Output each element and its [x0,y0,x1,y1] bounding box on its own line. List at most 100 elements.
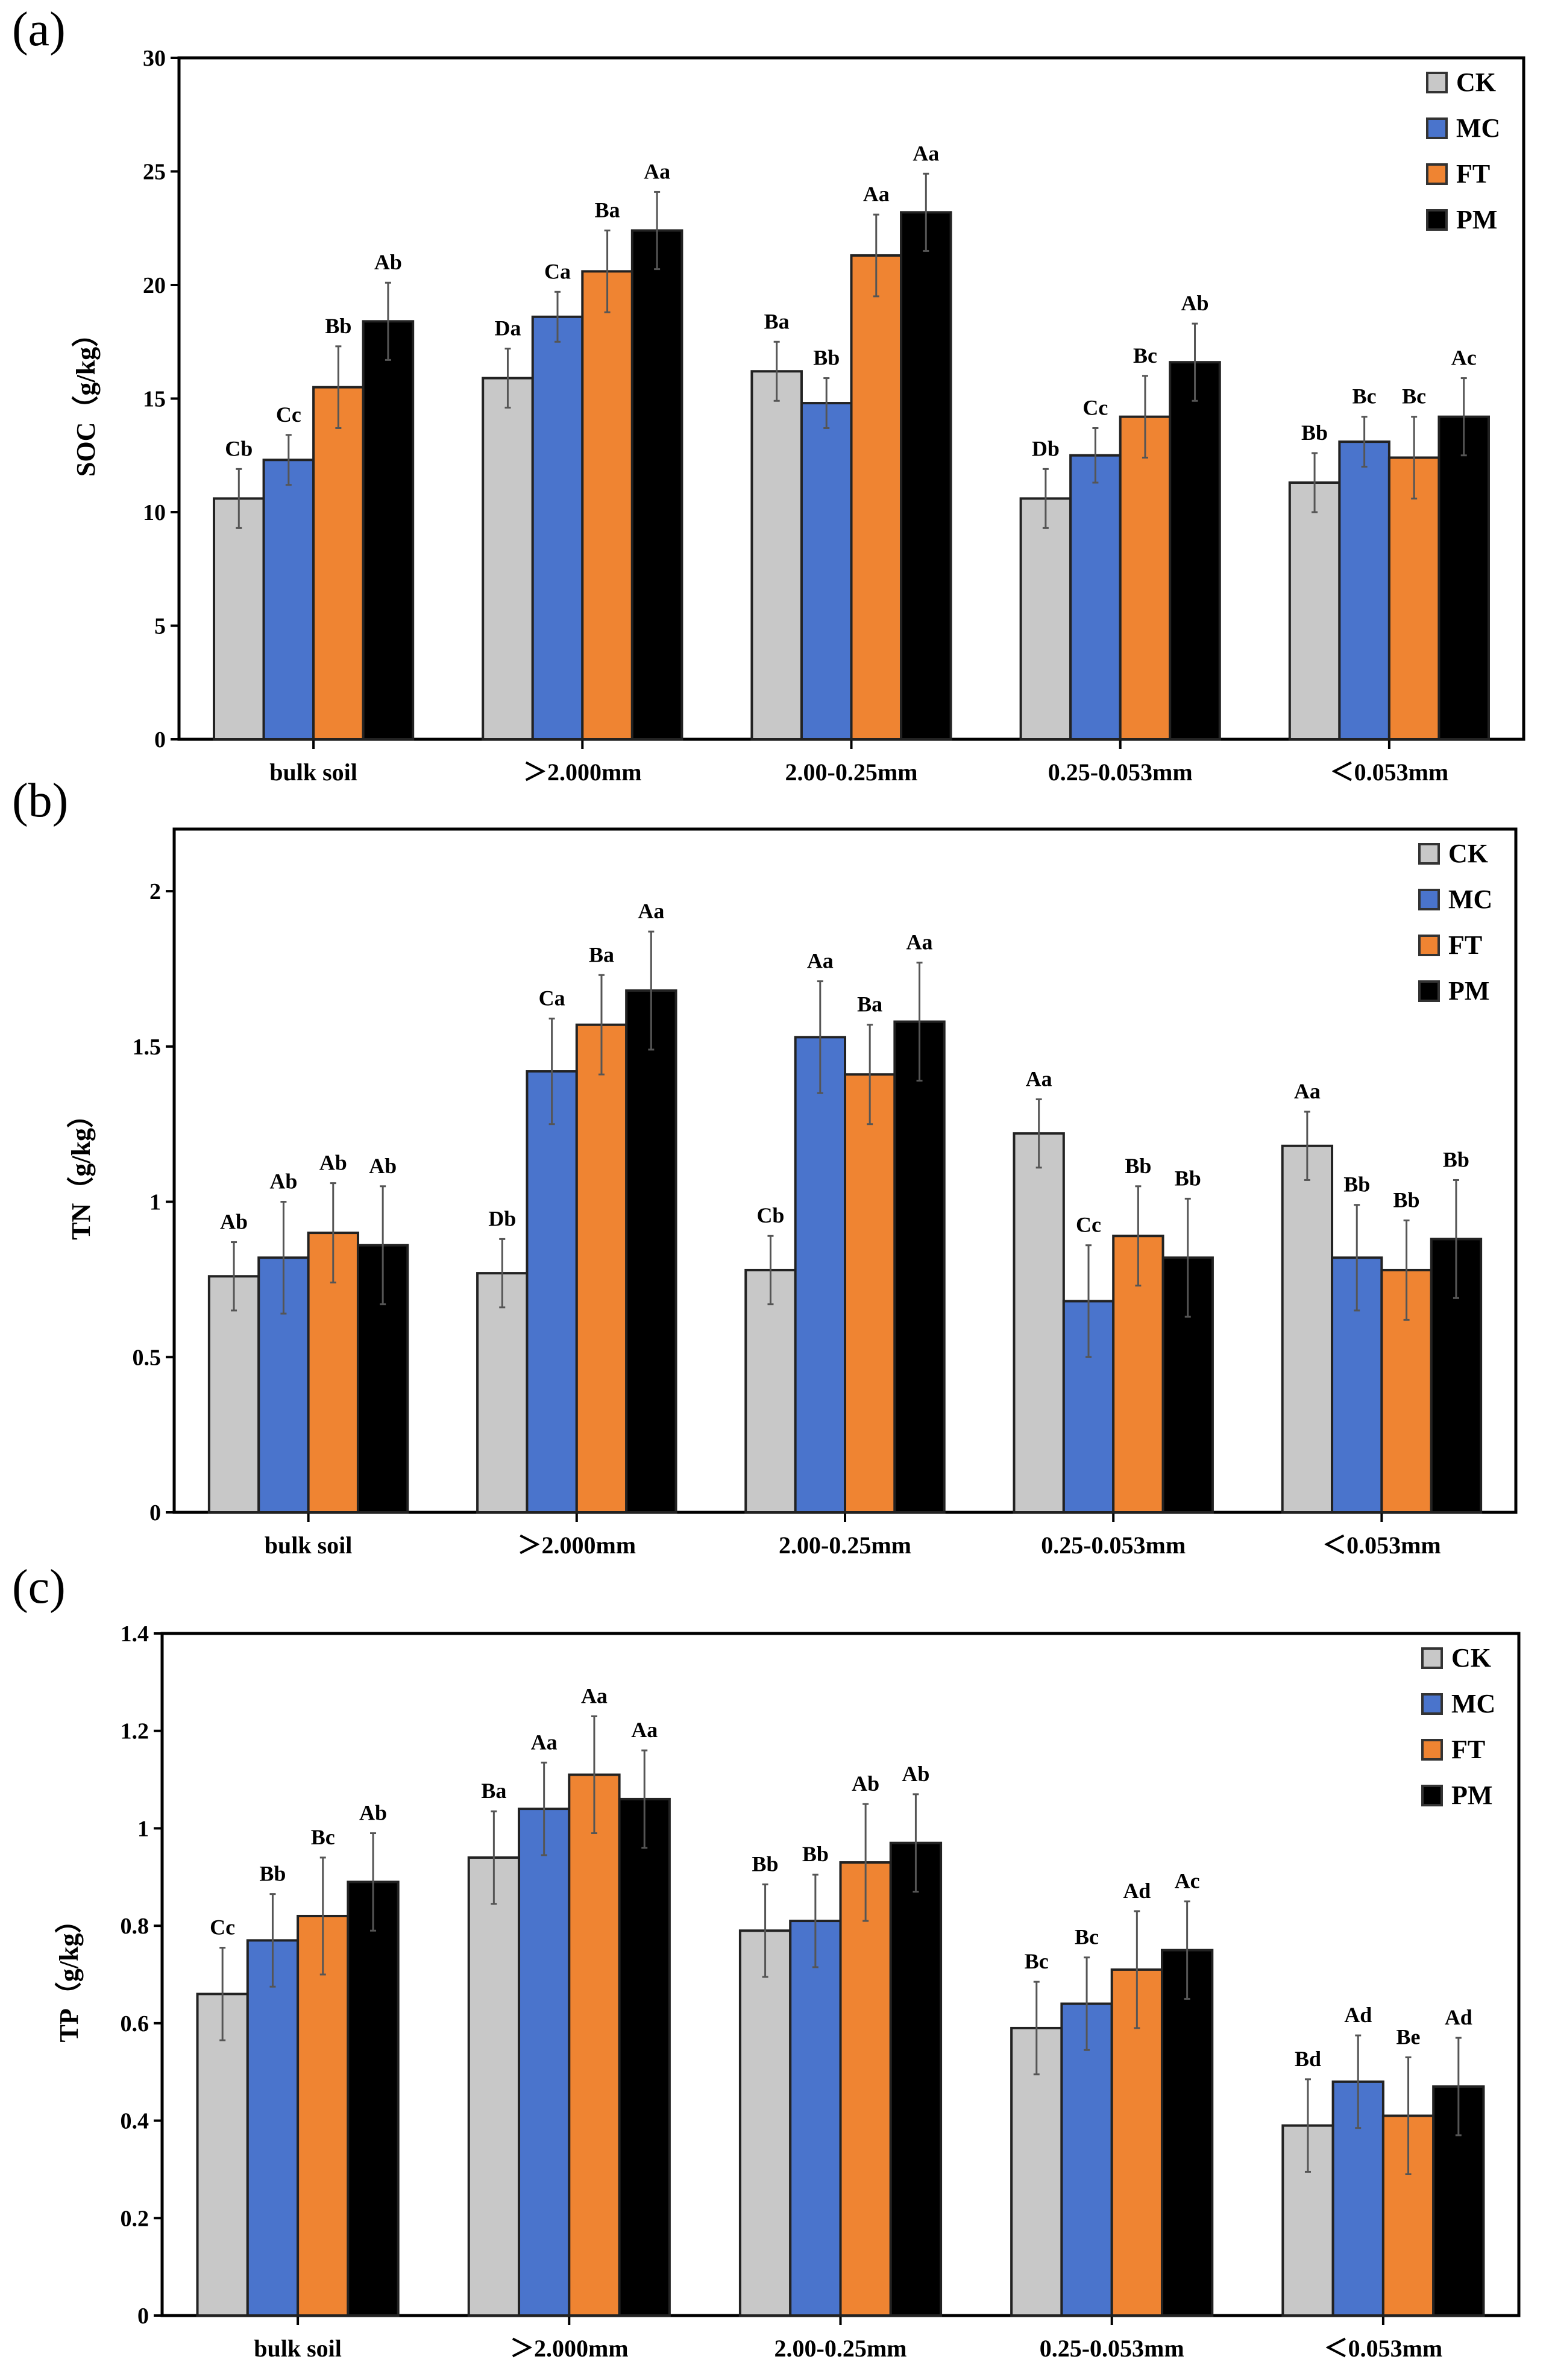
bar-mc [1338,440,1390,741]
significance-label: Aa [906,930,933,954]
significance-label: Aa [1294,1079,1321,1103]
significance-label: Bb [1175,1166,1201,1190]
bar-ft [844,1073,896,1514]
legend-swatch-mc [1421,1693,1443,1715]
significance-label: Cc [1082,396,1108,420]
x-tick-label: 2.00-0.25mm [779,1532,911,1559]
y-tick-label: 0.6 [121,2011,149,2037]
bar-ck [196,1993,249,2317]
bar-ft [1119,415,1172,741]
y-tick-label: 15 [143,387,166,412]
significance-label: Aa [631,1718,658,1742]
x-tick-label: ＞2.000mm [517,1532,636,1559]
significance-label: Bc [311,1825,335,1849]
x-tick-label: ＜0.053mm [1330,759,1449,786]
significance-label: Bb [1301,421,1328,445]
legend-label: MC [1456,113,1500,143]
significance-label: Bd [1295,2047,1321,2071]
legend-label: FT [1448,930,1482,960]
bar-ft [568,1773,621,2317]
y-axis-label: TP（g/kg） [54,1907,84,2043]
bar-pm [618,1797,671,2317]
bar-pm [893,1020,946,1514]
bar-ft [1387,456,1440,741]
y-tick-label: 1 [137,1816,149,1841]
significance-label: Bb [813,346,840,370]
bar-ft [839,1861,892,2317]
legend-swatch-mc [1426,117,1448,139]
bar-ck [1281,1144,1334,1514]
significance-label: Ad [1445,2005,1472,2029]
x-tick-label: 0.25-0.053mm [1048,759,1193,786]
bar-ck [467,1856,521,2317]
significance-label: Aa [531,1730,558,1754]
x-tick-label: 2.00-0.25mm [774,2335,907,2362]
chart-panel-b: (b) 0 0.5 1 1.5 2 TN（g/kg） bulk soil Ab Ab Ab Ab ＞2.… [12,774,1518,1559]
significance-label: Ab [359,1801,387,1825]
y-tick-label: 25 [143,160,166,185]
y-tick-label: 2 [149,879,161,904]
legend-swatch-pm [1421,1785,1443,1806]
significance-label: Bc [1025,1949,1049,1973]
y-tick-label: 1 [149,1190,161,1215]
bar-pm [1169,361,1221,741]
significance-label: Ba [764,309,790,333]
y-axis-label: TN（g/kg） [66,1101,96,1240]
y-axis-label: SOC（g/kg） [71,321,101,477]
significance-label: Ab [369,1154,397,1178]
bar-pm [625,989,677,1514]
significance-label: Bb [325,314,351,338]
y-tick-label: 5 [154,614,166,639]
significance-label: Ad [1344,2003,1372,2027]
x-tick-label: ＞2.000mm [510,2335,629,2362]
significance-label: Ab [374,250,402,274]
significance-label: Cc [210,1915,235,1940]
bar-mc [531,315,584,741]
bar-mc [518,1808,571,2317]
significance-label: Cb [756,1203,784,1227]
bar-mc [1060,2002,1113,2317]
y-tick-label: 20 [143,273,166,298]
bar-ft [581,270,633,741]
significance-label: Ba [595,198,620,222]
legend-label: PM [1456,205,1497,234]
bar-pm [900,211,952,741]
significance-label: Ab [852,1771,879,1796]
legend-swatch-ck [1426,72,1448,93]
x-tick-label: ＜0.053mm [1324,2335,1443,2362]
significance-label: Ca [544,259,571,283]
significance-label: Aa [807,949,834,973]
y-tick-label: 0.5 [133,1345,162,1370]
bar-pm [1437,415,1490,741]
legend-label: PM [1451,1780,1492,1810]
significance-label: Ab [319,1151,347,1175]
significance-label: Aa [913,141,939,165]
legend-label: CK [1456,67,1496,97]
y-tick-label: 0.8 [121,1914,149,1939]
bar-pm [362,320,415,741]
legend-label: PM [1448,976,1489,1006]
bar-pm [630,229,683,741]
legend-swatch-pm [1418,980,1440,1002]
y-tick-label: 10 [143,500,166,525]
significance-label: Ba [857,992,882,1016]
significance-label: Ab [220,1210,248,1234]
legend-label: MC [1451,1689,1495,1718]
bar-ft [297,1914,350,2317]
y-tick-label: 0 [154,727,166,753]
bar-ck [738,1929,792,2317]
significance-label: Bc [1133,343,1157,368]
significance-label: Aa [1026,1066,1052,1091]
bar-ck [1019,497,1072,741]
significance-label: Bb [259,1862,286,1886]
significance-label: Cb [225,436,253,460]
bar-mc [789,1920,842,2317]
bar-ck [1288,481,1341,741]
bar-mc [1069,454,1122,741]
significance-label: Cc [1076,1213,1101,1237]
bar-mc [800,402,853,741]
y-tick-label: 1.2 [121,1719,149,1744]
x-tick-label: bulk soil [265,1532,353,1559]
legend-label: FT [1451,1735,1485,1764]
y-tick-label: 0 [149,1500,161,1526]
